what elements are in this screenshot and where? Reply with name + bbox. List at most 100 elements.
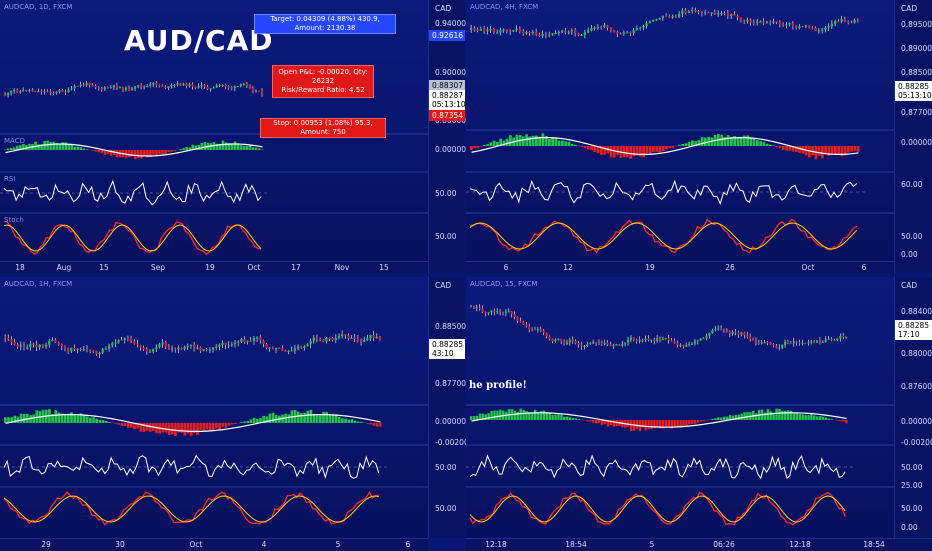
- candle-body: [243, 84, 245, 85]
- candle-body: [480, 29, 482, 31]
- macd-bar: [636, 420, 638, 429]
- position-box[interactable]: Open P&L: -0.00020, Qty: 26232 Risk/Rewa…: [272, 65, 374, 98]
- time-axis-15m[interactable]: 12:18 18:54 5 06:26 12:18 18:54: [466, 538, 894, 551]
- candle-body: [473, 28, 475, 30]
- price-candles: [4, 330, 381, 358]
- candle-body: [626, 32, 628, 33]
- macd-bar: [108, 422, 111, 423]
- candle-body: [729, 331, 731, 334]
- time-axis-4h[interactable]: 6 12 19 26 Oct 6: [466, 261, 894, 274]
- macd-bar: [128, 150, 131, 157]
- candle-body: [76, 349, 78, 350]
- candle-body: [499, 30, 501, 32]
- candle-body: [127, 338, 129, 339]
- candle-body: [810, 341, 812, 342]
- candle-body: [577, 33, 579, 35]
- candle-body: [831, 24, 833, 26]
- macd-bar: [681, 144, 684, 146]
- macd-bar: [825, 417, 827, 420]
- chart-pane-4h[interactable]: AUDCAD, 4H, FXCM: [466, 0, 894, 273]
- candle-body: [4, 337, 6, 338]
- candle-body: [828, 26, 830, 27]
- 15m-chart-svg: [466, 277, 894, 538]
- macd-bar: [158, 150, 161, 154]
- macd-bar: [753, 139, 756, 146]
- candle-body: [796, 341, 798, 342]
- candle-body: [717, 329, 719, 330]
- macd-bar: [836, 420, 838, 421]
- candle-body: [493, 29, 495, 32]
- chart-pane-daily[interactable]: AUDCAD, 1D, FXCM AUD/CAD MACD RSI Stoch …: [0, 0, 428, 273]
- price-axis-15m[interactable]: CAD 0.88400 0.88285 17:10 0.88000 0.8760…: [894, 277, 932, 538]
- macd-bar: [170, 150, 173, 152]
- candle-body: [543, 331, 545, 333]
- stop-box[interactable]: Stop: 0.00953 (1.08%) 95.3, Amount: 750: [260, 118, 386, 138]
- macd-bar: [4, 417, 7, 423]
- candle-body: [171, 348, 173, 349]
- candle-body: [554, 339, 556, 341]
- macd-bar: [546, 412, 548, 420]
- candle-body: [225, 343, 227, 345]
- candle-body: [70, 348, 72, 351]
- macd-bar: [470, 416, 472, 420]
- price-axis-4h[interactable]: CAD 0.89500 0.89000 0.88500 0.88285 05:1…: [894, 0, 932, 273]
- macd-bar: [790, 411, 792, 420]
- candle-body: [821, 30, 823, 31]
- candle-body: [7, 93, 9, 95]
- macd-bar: [676, 420, 678, 427]
- candle-body: [124, 338, 126, 340]
- chart-pane-1h[interactable]: AUDCAD, 1H, FXCM: [0, 277, 428, 538]
- macd-bar: [76, 416, 79, 423]
- candle-body: [549, 336, 551, 339]
- macd-bar: [612, 420, 614, 427]
- current-price-tag: 0.92616: [429, 30, 465, 41]
- macd-bar: [190, 423, 193, 436]
- candle-body: [701, 12, 703, 13]
- macd-bar: [215, 423, 218, 428]
- candle-body: [811, 27, 813, 28]
- stoch-d-line: [470, 496, 845, 522]
- macd-tick: 0.00000: [435, 145, 466, 154]
- macd-bar: [837, 146, 840, 154]
- candle-body: [534, 329, 536, 330]
- target-box[interactable]: Target: 0.04309 (4.88%) 430.9, Amount: 2…: [254, 14, 396, 34]
- macd-bar: [782, 146, 785, 150]
- price-tick: 0.88400: [901, 307, 932, 316]
- candle-body: [366, 338, 368, 340]
- time-axis-daily[interactable]: 18 Aug 15 Sep 19 Oct 17 Nov 15: [0, 261, 428, 274]
- candle-body: [587, 30, 589, 32]
- candle-body: [604, 343, 606, 344]
- macd-bar: [95, 150, 98, 152]
- candle-body: [61, 345, 63, 346]
- candle-body: [672, 16, 674, 17]
- chart-pane-15m[interactable]: AUDCAD, 15, FXCM: [466, 277, 894, 538]
- candle-body: [781, 345, 783, 348]
- candle-body: [210, 88, 212, 89]
- time-axis-1h[interactable]: 29 30 Oct 4 5 6: [0, 538, 428, 551]
- candle-body: [772, 22, 774, 23]
- candle-body: [795, 26, 797, 28]
- candle-body: [688, 344, 690, 345]
- price-axis-1h[interactable]: CAD 0.88500 0.88285 43:10 0.87700 0.0000…: [428, 277, 465, 538]
- time-label: 19: [205, 263, 215, 272]
- candle-body: [566, 342, 568, 344]
- time-label: 6: [406, 540, 411, 549]
- candle-body: [207, 87, 209, 90]
- macd-bar: [300, 413, 303, 423]
- candle-body: [707, 12, 709, 13]
- candle-body: [67, 349, 69, 352]
- macd-bar: [351, 419, 354, 423]
- candle-body: [589, 343, 591, 344]
- macd-bar: [470, 146, 473, 150]
- macd-bar: [737, 138, 740, 146]
- macd-bar: [586, 420, 588, 421]
- candle-body: [850, 23, 852, 24]
- candle-body: [485, 312, 487, 313]
- candle-body: [732, 332, 734, 334]
- candle-body: [261, 91, 263, 94]
- macd-bar: [146, 423, 149, 431]
- candle-body: [630, 338, 632, 340]
- price-axis-daily[interactable]: CAD 0.92616 0.94000 0.90000 0.86000 0.88…: [428, 0, 465, 273]
- macd-bar: [240, 145, 243, 150]
- macd-bar: [743, 412, 745, 420]
